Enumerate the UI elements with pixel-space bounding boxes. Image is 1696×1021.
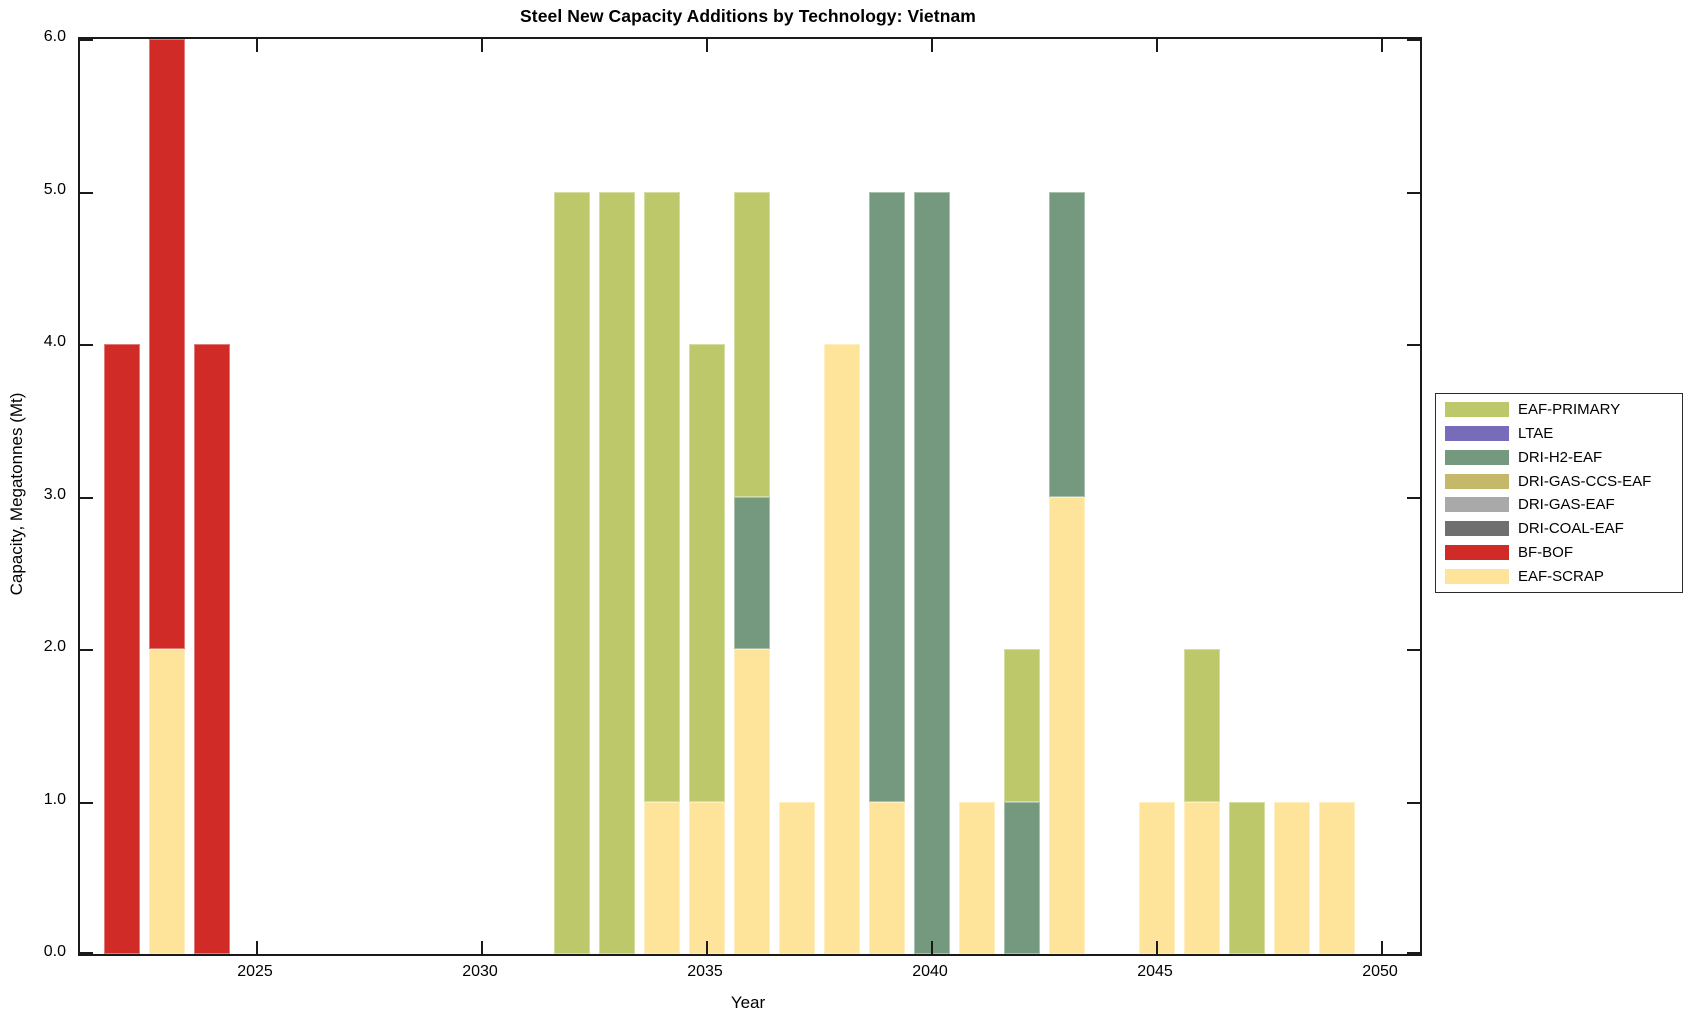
y-tick-mark (80, 649, 93, 651)
bar-segment-2046-eaf-scrap (1184, 801, 1220, 954)
legend-label: DRI-COAL-EAF (1518, 520, 1624, 538)
bar-segment-2034-eaf-primary (644, 191, 680, 802)
y-tick-label: 2.0 (43, 638, 66, 655)
bar-segment-2036-eaf-primary (734, 191, 770, 497)
legend-item-ltae: LTAE (1436, 424, 1682, 444)
x-tick-mark (931, 39, 933, 52)
x-tick-mark (256, 39, 258, 52)
y-tick-mark (1407, 344, 1420, 346)
y-tick-label: 0.0 (43, 943, 66, 960)
y-tick-mark (1407, 191, 1420, 194)
x-tick-mark (481, 941, 483, 954)
x-tick-mark (931, 941, 933, 954)
bar-segment-2038-eaf-scrap (824, 344, 860, 954)
bar-segment-2035-eaf-primary (689, 344, 725, 802)
y-tick-mark (1407, 39, 1420, 41)
y-tick-label: 6.0 (43, 28, 66, 45)
legend-item-dri-gas-ccs-eaf: DRI-GAS-CCS-EAF (1436, 471, 1682, 491)
bar-segment-2037-eaf-scrap (779, 801, 815, 954)
legend-item-dri-h2-eaf: DRI-H2-EAF (1436, 447, 1682, 467)
y-tick-mark (80, 496, 93, 499)
legend: EAF-PRIMARY LTAE DRI-H2-EAF DRI-GAS-CCS-EAF… (1435, 393, 1683, 593)
legend-label: BF-BOF (1518, 543, 1573, 561)
x-tick-mark (1381, 941, 1383, 954)
bar-segment-2035-eaf-scrap (689, 801, 725, 954)
legend-item-dri-coal-eaf: DRI-COAL-EAF (1436, 519, 1682, 539)
bar-segment-2032-eaf-primary (554, 191, 590, 954)
legend-swatch-eaf-primary (1445, 402, 1509, 418)
plot-area (78, 37, 1422, 956)
legend-swatch-dri-coal-eaf (1445, 521, 1509, 537)
legend-swatch-dri-gas-eaf (1445, 497, 1509, 513)
legend-label: DRI-H2-EAF (1518, 448, 1603, 466)
legend-label: DRI-GAS-EAF (1518, 496, 1615, 514)
y-tick-label: 4.0 (43, 333, 66, 350)
legend-item-bf-bof: BF-BOF (1436, 542, 1682, 562)
bar-segment-2039-eaf-scrap (869, 801, 905, 954)
x-axis-label: Year (730, 993, 766, 1012)
legend-swatch-eaf-scrap (1445, 568, 1509, 584)
legend-swatch-dri-gas-ccs-eaf (1445, 473, 1509, 489)
y-tick-mark (80, 801, 93, 804)
bar-segment-2036-dri-h2-eaf (734, 496, 770, 649)
bar-segment-2034-eaf-scrap (644, 801, 680, 954)
bar-segment-2039-dri-h2-eaf (869, 191, 905, 802)
x-tick-label: 2050 (1362, 963, 1398, 980)
legend-swatch-dri-h2-eaf (1445, 449, 1509, 465)
x-tick-mark (481, 39, 483, 52)
bar-segment-2022-bf-bof (104, 344, 140, 954)
x-tick-mark (706, 941, 708, 954)
y-tick-mark (80, 952, 93, 954)
bar-segment-2024-bf-bof (194, 344, 230, 954)
legend-label: DRI-GAS-CCS-EAF (1518, 472, 1652, 490)
x-tick-label: 2040 (912, 963, 948, 980)
y-tick-mark (1407, 496, 1420, 499)
y-tick-mark (1407, 952, 1420, 954)
legend-label: EAF-PRIMARY (1518, 401, 1621, 419)
x-tick-mark (706, 39, 708, 52)
bar-segment-2043-eaf-scrap (1049, 496, 1085, 954)
x-tick-label: 2030 (462, 963, 498, 980)
legend-item-eaf-scrap: EAF-SCRAP (1436, 566, 1682, 586)
bar-segment-2023-bf-bof (149, 39, 185, 649)
legend-swatch-ltae (1445, 426, 1509, 442)
bar-segment-2036-eaf-scrap (734, 649, 770, 954)
x-tick-label: 2025 (237, 963, 273, 980)
legend-label: EAF-SCRAP (1518, 567, 1604, 585)
legend-swatch-bf-bof (1445, 544, 1509, 560)
bar-segment-2049-eaf-scrap (1319, 801, 1355, 954)
legend-item-dri-gas-eaf: DRI-GAS-EAF (1436, 495, 1682, 515)
y-tick-label: 1.0 (43, 790, 66, 808)
y-tick-mark (80, 191, 93, 194)
y-tick-mark (1407, 649, 1420, 651)
x-tick-mark (1156, 941, 1158, 954)
y-tick-label: 3.0 (43, 485, 66, 503)
bar-segment-2041-eaf-scrap (959, 801, 995, 954)
y-tick-mark (80, 344, 93, 346)
x-tick-mark (256, 941, 258, 954)
legend-label: LTAE (1518, 425, 1554, 443)
bar-segment-2047-eaf-primary (1229, 801, 1265, 954)
bar-segment-2042-dri-h2-eaf (1004, 801, 1040, 954)
x-tick-mark (1381, 39, 1383, 52)
x-tick-label: 2035 (687, 963, 723, 980)
x-tick-label: 2045 (1137, 963, 1173, 980)
bar-segment-2023-eaf-scrap (149, 649, 185, 954)
legend-item-eaf-primary: EAF-PRIMARY (1436, 400, 1682, 420)
chart-title: Steel New Capacity Additions by Technolo… (520, 6, 976, 26)
bar-segment-2042-eaf-primary (1004, 649, 1040, 802)
bar-segment-2040-dri-h2-eaf (914, 191, 950, 954)
y-tick-mark (1407, 801, 1420, 804)
bar-segment-2046-eaf-primary (1184, 649, 1220, 802)
bar-segment-2043-dri-h2-eaf (1049, 191, 1085, 497)
y-tick-mark (80, 39, 93, 41)
x-tick-mark (1156, 39, 1158, 52)
bar-segment-2045-eaf-scrap (1139, 801, 1175, 954)
bar-segment-2033-eaf-primary (599, 191, 635, 954)
y-tick-label: 5.0 (43, 180, 66, 198)
bar-segment-2048-eaf-scrap (1274, 801, 1310, 954)
